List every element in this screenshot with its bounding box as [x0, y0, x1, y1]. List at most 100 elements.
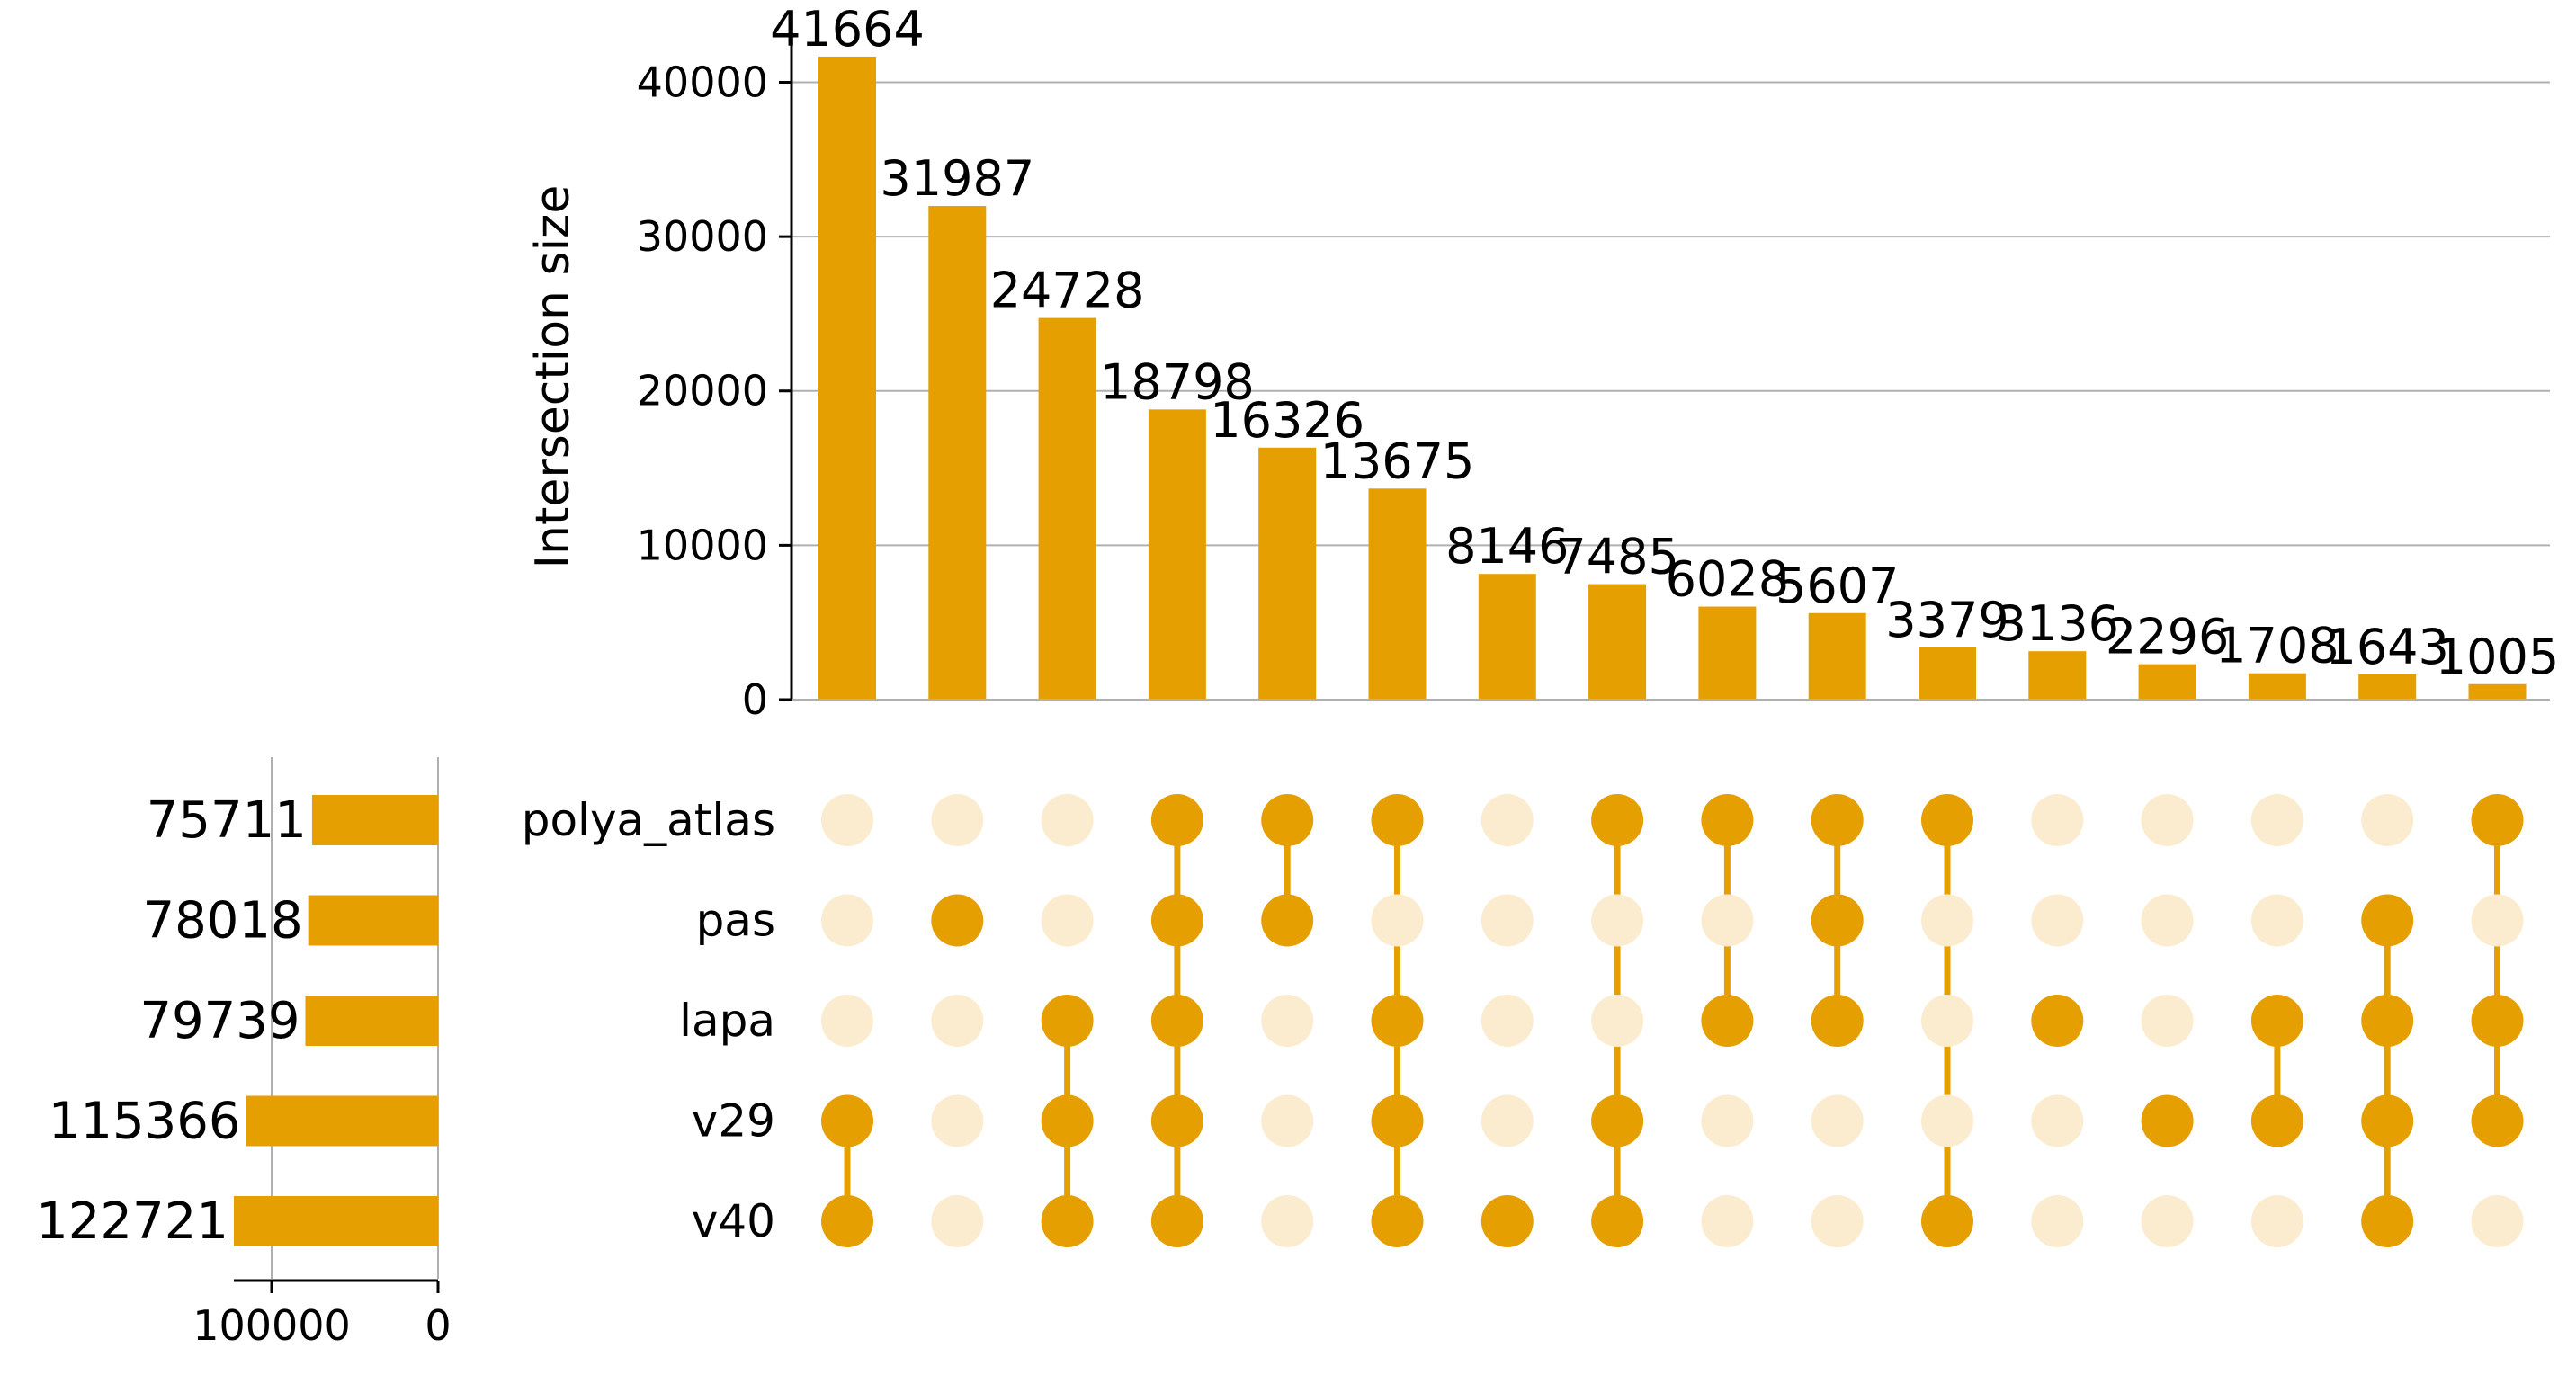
membership-dot-inactive: [1701, 1195, 1754, 1247]
membership-dot-inactive: [931, 1094, 984, 1147]
membership-dot-active: [1921, 1195, 1973, 1247]
membership-dot-active: [1480, 1195, 1534, 1247]
membership-dot-inactive: [1480, 794, 1534, 846]
set-name-label: lapa: [679, 995, 775, 1047]
membership-dot-inactive: [1480, 1094, 1534, 1147]
intersection-value-label: 31987: [880, 150, 1034, 207]
membership-dot-active: [2250, 1094, 2303, 1147]
membership-dot-inactive: [1480, 894, 1534, 947]
membership-dot-inactive: [2361, 794, 2414, 846]
membership-dot-inactive: [1591, 894, 1644, 947]
intersection-value-label: 8146: [1445, 518, 1569, 575]
membership-dot-inactive: [1811, 1094, 1864, 1147]
y-tick-label: 30000: [637, 212, 768, 261]
y-tick-label: 20000: [637, 367, 768, 415]
intersection-value-label: 2296: [2106, 609, 2229, 665]
intersection-value-label: 5607: [1775, 558, 1899, 614]
membership-dot-active: [1371, 794, 1424, 846]
membership-dot-inactive: [1921, 1094, 1973, 1147]
membership-dot-inactive: [1701, 894, 1754, 947]
intersection-y-axis: 0 10000 20000 30000 40000: [637, 36, 2550, 724]
intersection-value-label: 3379: [1885, 592, 2008, 648]
set-size-bar: [308, 895, 438, 946]
intersection-value-label: 1005: [2436, 629, 2559, 685]
set-size-value-label: 122721: [36, 1192, 228, 1251]
membership-dot-active: [1811, 995, 1864, 1047]
y-tick-label: 40000: [637, 58, 768, 106]
intersection-bar: [1368, 488, 1427, 700]
membership-dot-active: [2031, 995, 2084, 1047]
intersection-bar: [1919, 647, 1976, 700]
membership-dot-inactive: [931, 995, 984, 1047]
membership-dot-inactive: [2250, 794, 2303, 846]
membership-dot-active: [2471, 995, 2524, 1047]
membership-dot-inactive: [1701, 1094, 1754, 1147]
membership-dot-inactive: [821, 995, 873, 1047]
membership-dot-inactive: [1261, 1195, 1314, 1247]
intersection-bar: [2468, 683, 2527, 700]
y-tick-label: 10000: [637, 521, 768, 569]
set-size-bar: [246, 1095, 438, 1147]
membership-dot-inactive: [1261, 995, 1314, 1047]
intersection-bar: [1258, 447, 1317, 700]
membership-dot-inactive: [1041, 894, 1094, 947]
membership-dot-inactive: [931, 1195, 984, 1247]
membership-dot-inactive: [821, 894, 873, 947]
intersection-bar: [2248, 673, 2306, 700]
membership-dot-active: [1150, 894, 1203, 947]
membership-dot-active: [1921, 794, 1973, 846]
membership-dot-active: [1811, 894, 1864, 947]
membership-dot-active: [1701, 794, 1754, 846]
intersection-value-label: 3136: [1996, 595, 2119, 652]
membership-dot-active: [1701, 995, 1754, 1047]
set-size-bars: 75711 78018 79739 115366 122721 100000 0: [36, 757, 452, 1350]
y-axis-label: Intersection size: [526, 185, 580, 569]
intersection-bar: [1808, 612, 1866, 700]
membership-dot-inactive: [2031, 794, 2084, 846]
membership-dot-inactive: [2471, 894, 2524, 947]
set-name-label: pas: [696, 895, 775, 947]
membership-dot-active: [1041, 995, 1094, 1047]
membership-dot-active: [1261, 794, 1314, 846]
membership-dot-inactive: [2031, 1094, 2084, 1147]
y-tick-label: 0: [742, 675, 768, 724]
intersection-value-label: 1643: [2325, 619, 2448, 675]
membership-dot-inactive: [2250, 1195, 2303, 1247]
intersection-value-label: 6028: [1666, 551, 1789, 608]
membership-dot-inactive: [1371, 894, 1424, 947]
membership-dot-active: [1261, 894, 1314, 947]
membership-dot-inactive: [931, 794, 984, 846]
membership-dot-inactive: [1591, 995, 1644, 1047]
membership-dot-active: [2361, 1195, 2414, 1247]
membership-dot-active: [1591, 1094, 1644, 1147]
membership-dot-inactive: [821, 794, 873, 846]
intersection-bar: [1588, 584, 1647, 700]
membership-dot-active: [2141, 1094, 2194, 1147]
set-size-value-label: 75711: [147, 791, 307, 850]
membership-dot-inactive: [2141, 1195, 2194, 1247]
membership-dot-inactive: [1041, 794, 1094, 846]
intersection-value-label: 16326: [1210, 392, 1364, 449]
intersection-bar: [1038, 317, 1096, 700]
membership-dot-inactive: [1811, 1195, 1864, 1247]
intersection-bars: [818, 56, 2527, 701]
membership-dot-inactive: [1480, 995, 1534, 1047]
set-size-value-label: 79739: [139, 992, 300, 1050]
membership-dot-active: [1371, 1094, 1424, 1147]
membership-dot-active: [1371, 995, 1424, 1047]
set-name-label: v40: [692, 1195, 775, 1247]
membership-dot-inactive: [2141, 995, 2194, 1047]
membership-dot-inactive: [2141, 894, 2194, 947]
membership-dot-active: [1591, 1195, 1644, 1247]
membership-dot-active: [1041, 1094, 1094, 1147]
membership-matrix: [821, 794, 2524, 1247]
membership-dot-inactive: [1921, 995, 1973, 1047]
membership-dot-active: [1150, 1094, 1203, 1147]
membership-dot-inactive: [1261, 1094, 1314, 1147]
membership-dot-active: [2250, 995, 2303, 1047]
set-name-label: v29: [692, 1095, 775, 1147]
intersection-bar: [1698, 606, 1757, 700]
intersection-value-label: 7485: [1555, 529, 1678, 585]
